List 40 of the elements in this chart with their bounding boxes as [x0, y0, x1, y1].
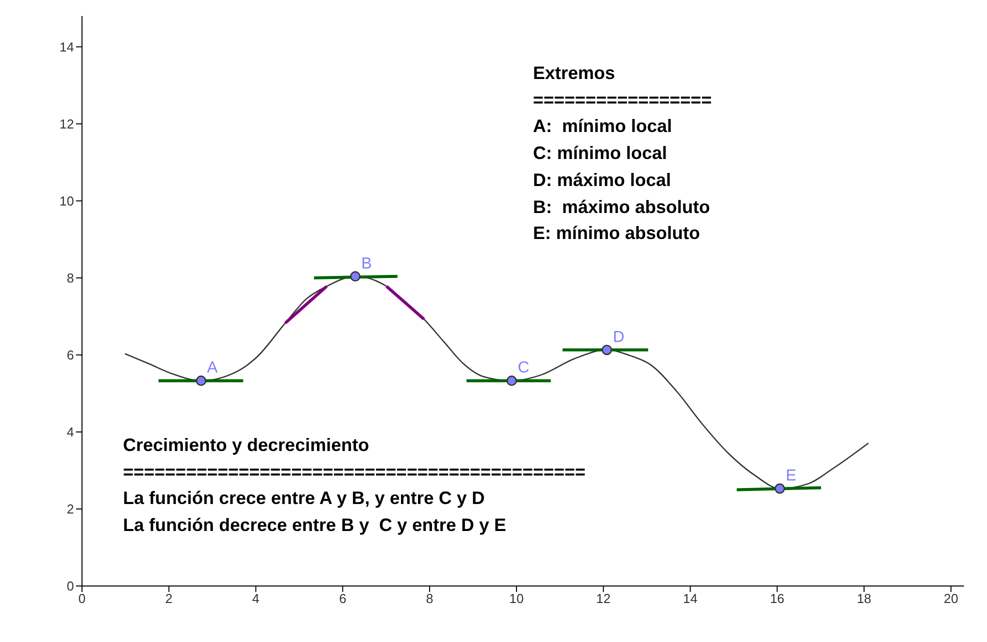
x-tick-label: 20 — [944, 591, 958, 606]
point — [602, 344, 612, 356]
annotation: E — [786, 468, 796, 485]
y-tick-label: 4 — [66, 424, 74, 440]
x-tick-label: 4 — [252, 591, 260, 606]
x-tick-label: 2 — [165, 591, 173, 606]
annotation: A — [207, 360, 218, 377]
x-tick-label: 18 — [856, 591, 872, 606]
y-tick-label: 8 — [66, 270, 74, 286]
annotation: A: mínimo local — [533, 115, 674, 138]
x-tick-label: 14 — [683, 591, 698, 606]
x-tick-label: 12 — [596, 591, 611, 606]
annotation: D: máximo local — [533, 168, 672, 192]
annotation: E: mínimo absoluto — [533, 222, 702, 246]
annotation: C: mínimo local — [533, 142, 668, 166]
point — [196, 376, 206, 386]
x-tick-label: 16 — [770, 591, 784, 606]
annotation: D — [612, 328, 624, 346]
x-tick-label: 8 — [426, 591, 434, 606]
y-tick-label: 6 — [66, 348, 74, 363]
x-tick-label: 10 — [509, 591, 524, 606]
point — [774, 483, 785, 494]
y-tick-label: 2 — [66, 502, 74, 517]
annotation: ============================================ — [123, 460, 586, 484]
annotation: ================= — [533, 88, 712, 112]
annotation: Extremos — [533, 62, 616, 85]
y-tick-label: 10 — [60, 193, 74, 208]
y-tick-label: 12 — [60, 116, 74, 132]
annotation: La función crece entre A y B, y entre C y D — [123, 487, 486, 510]
annotation: C — [518, 360, 530, 377]
annotation: B: máximo absoluto — [533, 196, 712, 219]
y-tick-label: 14 — [60, 39, 74, 54]
point — [506, 376, 517, 386]
x-tick-label: 6 — [339, 591, 346, 606]
x-tick-label: 0 — [78, 591, 86, 606]
annotation: Crecimiento y decrecimiento — [123, 434, 370, 457]
annotation: La función decrece entre B y C y entre D y E — [123, 514, 508, 538]
annotation: B — [361, 255, 372, 272]
y-tick-label: 0 — [66, 578, 74, 594]
point — [350, 271, 360, 282]
